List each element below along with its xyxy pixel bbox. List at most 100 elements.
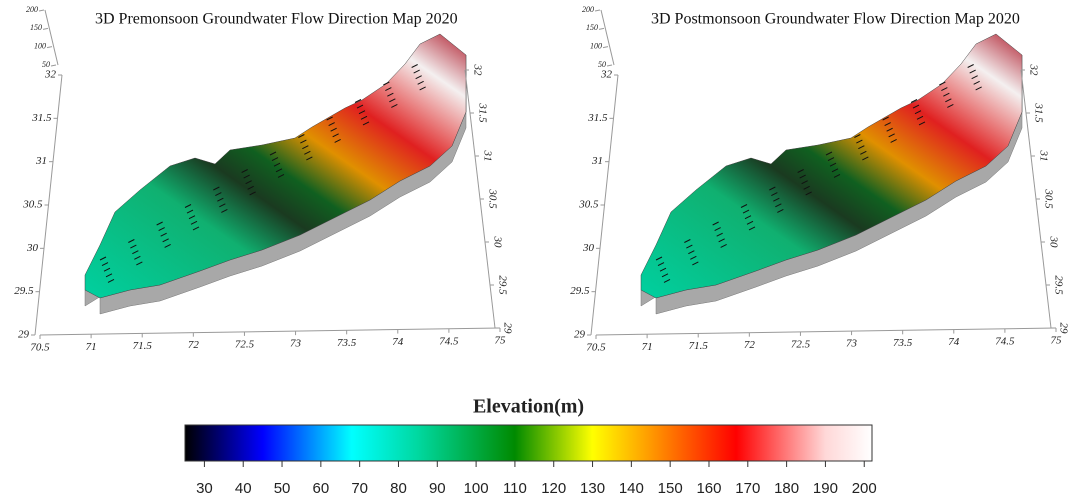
flow-arrow xyxy=(690,255,697,260)
x-tick-label: 74.5 xyxy=(439,335,459,347)
y-tick-label: 29.5 xyxy=(570,285,590,297)
y-tick-label-right: 30 xyxy=(491,236,503,249)
z-tick-label: 50 xyxy=(42,60,50,69)
colorbar-tick-label: 150 xyxy=(658,480,683,497)
y-tick-label-right: 30.5 xyxy=(1042,188,1054,209)
flow-arrow xyxy=(130,244,137,249)
flow-arrow xyxy=(277,173,285,178)
x-tick-label: 73 xyxy=(290,338,302,350)
flow-arrow xyxy=(692,261,699,266)
z-tick-label: 100 xyxy=(590,41,602,50)
flow-arrow xyxy=(356,104,364,109)
colorbar-tick-label: 170 xyxy=(735,480,760,497)
flow-arrow xyxy=(330,127,337,132)
flow-arrow xyxy=(773,197,780,202)
flow-arrow xyxy=(389,98,396,103)
z-axis xyxy=(600,9,615,66)
flow-arrow xyxy=(162,238,169,243)
y-tick-label: 31.5 xyxy=(31,112,52,124)
flow-arrow xyxy=(105,273,113,278)
flow-arrow xyxy=(158,227,165,232)
z-tick xyxy=(42,27,49,30)
flow-arrow xyxy=(825,151,833,156)
flow-arrow xyxy=(943,92,950,97)
flow-arrow xyxy=(720,243,727,248)
z-tick xyxy=(50,64,57,67)
flow-arrow xyxy=(413,69,420,74)
colorbar-tick-label: 100 xyxy=(464,480,489,497)
flow-arrow xyxy=(304,150,311,155)
flow-arrow xyxy=(831,168,839,173)
flow-arrow xyxy=(101,262,109,267)
flow-arrow xyxy=(358,110,366,115)
z-tick-label: 200 xyxy=(582,5,594,14)
flow-arrow xyxy=(655,256,663,261)
flow-arrow xyxy=(411,64,418,68)
x-axis xyxy=(39,327,501,336)
flow-arrow xyxy=(884,122,891,127)
flow-arrow xyxy=(306,156,313,161)
y-tick-label: 32 xyxy=(600,69,613,81)
flow-arrow xyxy=(302,145,309,150)
flow-arrow xyxy=(219,203,226,208)
x-tick-label: 75 xyxy=(1051,335,1063,347)
flow-arrow xyxy=(160,232,167,237)
flow-arrow xyxy=(103,267,111,272)
flow-arrow xyxy=(801,180,808,185)
flow-arrow xyxy=(775,203,782,208)
x-tick-label: 73.5 xyxy=(893,337,913,349)
colorbar-tick-label: 60 xyxy=(313,480,330,497)
x-tick-label: 74 xyxy=(948,336,960,348)
flow-arrow xyxy=(799,174,806,179)
x-tick-label: 73.5 xyxy=(337,337,357,349)
z-tick-label: 200 xyxy=(26,5,38,14)
flow-arrow xyxy=(328,122,335,127)
flow-arrow xyxy=(969,69,976,74)
flow-arrow xyxy=(132,250,139,255)
colorbar-tick-label: 30 xyxy=(196,480,213,497)
flow-arrow xyxy=(332,133,339,138)
y-tick-label-right: 29 xyxy=(501,323,513,335)
flow-arrow xyxy=(716,232,723,237)
y-tick-label: 29.5 xyxy=(14,285,34,297)
flow-arrow xyxy=(387,92,394,97)
y-tick-label-right: 29 xyxy=(1057,323,1069,335)
colorbar-tick-label: 90 xyxy=(429,480,446,497)
flow-arrow xyxy=(136,261,143,266)
colorbar-tick-label: 40 xyxy=(235,480,252,497)
y-tick-label-right: 31.5 xyxy=(1032,102,1044,123)
flow-arrow xyxy=(718,238,725,243)
flow-arrow xyxy=(777,208,784,213)
flow-arrow xyxy=(886,127,893,132)
flow-arrow xyxy=(188,215,196,220)
flow-arrow xyxy=(99,256,107,261)
y-tick-label-right: 29.5 xyxy=(1052,275,1064,295)
y-tick-label: 32 xyxy=(44,69,57,81)
colorbar-tick-label: 190 xyxy=(813,480,838,497)
flow-arrow xyxy=(746,220,754,225)
flow-arrow xyxy=(833,173,841,178)
flow-arrow xyxy=(854,134,861,138)
flow-arrow xyxy=(213,186,220,191)
x-tick-label: 73 xyxy=(846,338,858,350)
y-tick-label-right: 31 xyxy=(481,150,493,162)
flow-arrow xyxy=(273,162,281,167)
flow-arrow xyxy=(249,191,256,196)
y-tick-label: 30 xyxy=(582,242,595,254)
y-tick-label-right: 31.5 xyxy=(476,102,488,123)
y-tick-label-right: 31 xyxy=(1037,150,1049,162)
z-axis xyxy=(44,9,59,66)
flow-arrow xyxy=(659,267,667,272)
y-tick-label-right: 30.5 xyxy=(486,188,498,209)
flow-arrow xyxy=(890,138,897,143)
colorbar-title: Elevation(m) xyxy=(473,396,584,418)
x-tick-label: 72.5 xyxy=(235,338,255,350)
x-tick-label: 71.5 xyxy=(133,340,153,352)
flow-arrow xyxy=(271,157,279,162)
y-tick-label: 30.5 xyxy=(578,199,599,211)
colorbar-tick-label: 140 xyxy=(619,480,644,497)
flow-arrow xyxy=(221,208,228,213)
z-tick-label: 100 xyxy=(34,41,46,50)
flow-arrow xyxy=(912,104,920,109)
y-tick-label: 30.5 xyxy=(22,199,43,211)
